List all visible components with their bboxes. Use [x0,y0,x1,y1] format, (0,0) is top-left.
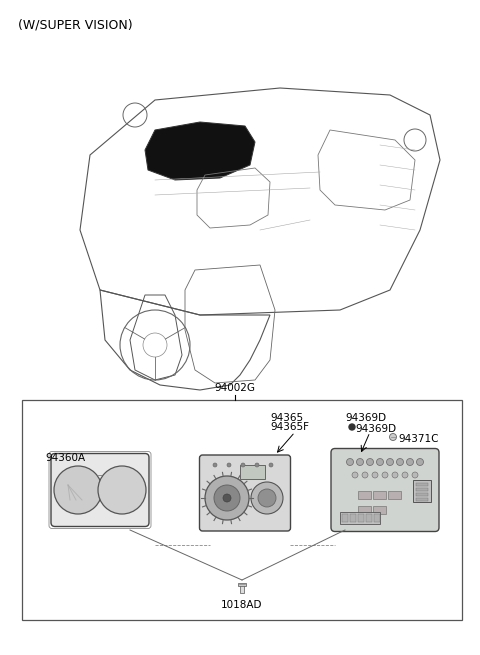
Bar [238,583,246,586]
Bar [374,514,380,522]
Bar [340,512,380,524]
Circle shape [205,476,249,520]
Circle shape [392,472,398,478]
Text: (W/SUPER VISION): (W/SUPER VISION) [18,18,132,31]
Circle shape [402,472,408,478]
Bar [416,493,428,496]
Text: 94371C: 94371C [398,434,439,444]
Circle shape [352,472,358,478]
Bar [358,506,371,514]
Circle shape [347,458,353,466]
Polygon shape [145,122,255,180]
Bar [240,465,265,479]
Text: 94369D: 94369D [345,413,386,423]
Circle shape [227,463,231,467]
Circle shape [98,466,146,514]
Bar [350,514,356,522]
Circle shape [362,472,368,478]
Circle shape [389,434,396,441]
Bar [416,498,428,501]
Circle shape [349,424,355,430]
FancyBboxPatch shape [200,455,290,531]
Text: 94365F: 94365F [270,422,309,432]
Circle shape [367,458,373,466]
Text: 1018AD: 1018AD [221,600,263,610]
Circle shape [251,482,283,514]
Bar [240,585,244,593]
Circle shape [213,463,217,467]
Circle shape [357,458,363,466]
FancyBboxPatch shape [331,449,439,531]
Circle shape [417,458,423,466]
Circle shape [54,466,102,514]
Circle shape [255,463,259,467]
Text: 94365: 94365 [270,413,303,423]
Circle shape [214,485,240,511]
Bar [358,514,364,522]
Text: 94369D: 94369D [355,424,396,434]
Bar [373,491,386,499]
Circle shape [407,458,413,466]
Circle shape [223,494,231,502]
Circle shape [258,489,276,507]
FancyBboxPatch shape [51,453,149,527]
Bar [358,491,371,499]
Bar [416,483,428,486]
Bar [388,491,401,499]
Text: 94360A: 94360A [45,453,85,463]
Bar [342,514,348,522]
Circle shape [412,472,418,478]
Bar [366,514,372,522]
Circle shape [396,458,404,466]
Circle shape [382,472,388,478]
Circle shape [386,458,394,466]
Bar [413,480,431,502]
Bar [373,506,386,514]
Text: 94002G: 94002G [215,383,255,393]
Circle shape [372,472,378,478]
Circle shape [241,463,245,467]
Bar [416,488,428,491]
Circle shape [269,463,273,467]
Bar [22,400,462,620]
Circle shape [376,458,384,466]
